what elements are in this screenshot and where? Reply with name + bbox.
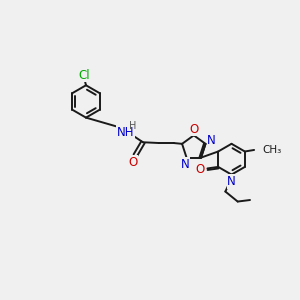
Text: N: N: [227, 175, 236, 188]
Text: NH: NH: [116, 126, 134, 139]
Text: Cl: Cl: [79, 69, 90, 82]
Text: O: O: [189, 123, 198, 136]
Text: N: N: [207, 134, 216, 147]
Text: H: H: [129, 121, 137, 131]
Text: O: O: [128, 156, 138, 169]
Text: N: N: [181, 158, 189, 171]
Text: CH₃: CH₃: [262, 145, 282, 155]
Text: O: O: [196, 163, 205, 176]
